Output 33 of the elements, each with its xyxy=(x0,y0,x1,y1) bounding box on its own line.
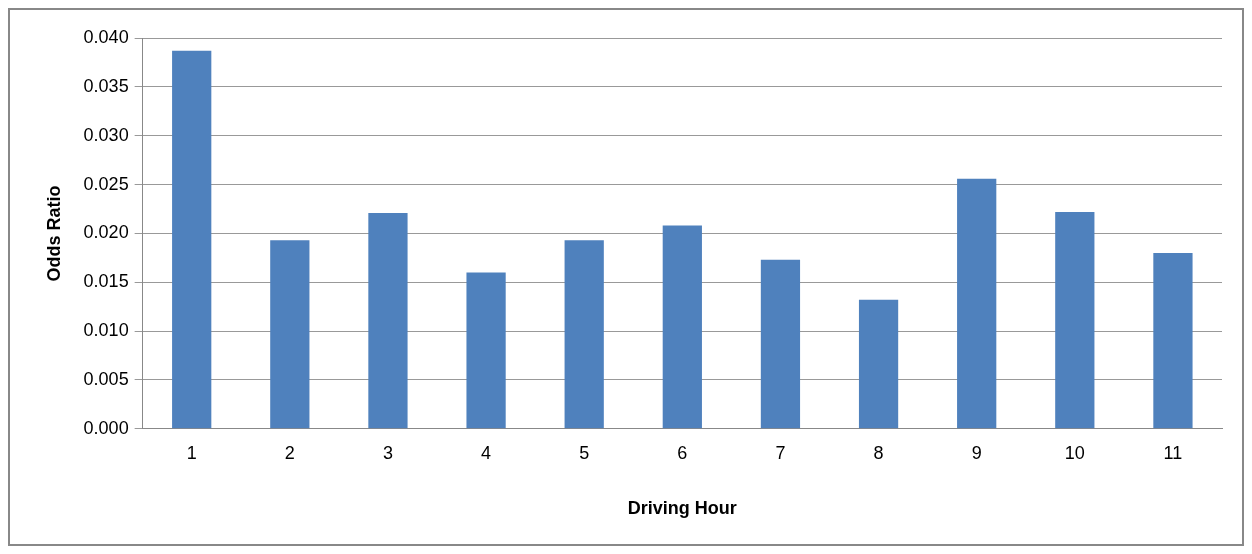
y-tick-label: 0.035 xyxy=(83,75,129,96)
bar xyxy=(1055,211,1095,429)
x-tick-label: 3 xyxy=(382,442,393,463)
y-tick-label: 0.040 xyxy=(83,26,129,47)
x-tick-label: 8 xyxy=(873,442,884,463)
x-tick-label: 11 xyxy=(1163,442,1183,463)
y-tick-label: 0.020 xyxy=(83,222,129,243)
x-tick-label: 2 xyxy=(284,442,295,463)
bar xyxy=(760,259,801,429)
bar xyxy=(172,50,212,429)
bar xyxy=(368,212,408,429)
x-tick-label: 9 xyxy=(971,442,982,463)
y-axis-title: Odds Ratio xyxy=(43,185,64,282)
x-tick-label: 10 xyxy=(1064,442,1085,463)
y-tick-label: 0.030 xyxy=(83,124,129,145)
x-tick-label: 1 xyxy=(186,442,197,463)
bar xyxy=(662,225,702,429)
y-tick-label: 0.025 xyxy=(83,173,129,194)
y-tick-label: 0.010 xyxy=(83,320,129,341)
y-tick-label: 0.005 xyxy=(83,368,129,389)
x-tick-label: 6 xyxy=(677,442,688,463)
bar xyxy=(466,272,506,429)
x-axis-title: Driving Hour xyxy=(627,498,737,519)
bar xyxy=(564,240,604,429)
y-tick-label: 0.015 xyxy=(83,271,129,292)
bar xyxy=(858,299,899,429)
bar xyxy=(957,178,997,429)
y-tick-label: 0.000 xyxy=(83,417,129,438)
bar xyxy=(270,240,310,429)
x-tick-label: 7 xyxy=(775,442,786,463)
x-tick-label: 5 xyxy=(579,442,590,463)
bar xyxy=(1153,252,1193,429)
x-tick-label: 4 xyxy=(481,442,492,463)
